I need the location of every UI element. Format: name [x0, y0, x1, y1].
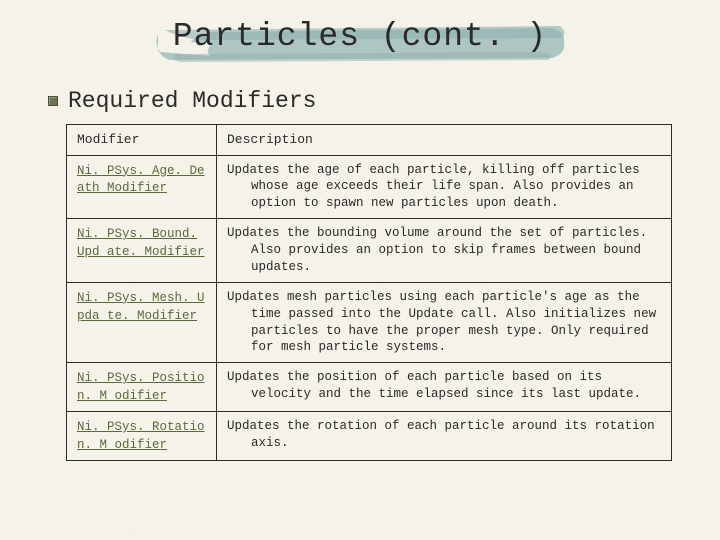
modifier-link[interactable]: Ni. PSys. Age. Death Modifier: [77, 164, 205, 196]
modifier-cell: Ni. PSys. Mesh. Upda te. Modifier: [67, 282, 217, 363]
table-header-row: Modifier Description: [67, 125, 672, 156]
description-cell: Updates the bounding volume around the s…: [217, 219, 672, 283]
modifier-link[interactable]: Ni. PSys. Bound. Upd ate. Modifier: [77, 227, 205, 259]
table-row: Ni. PSys. Rotation. M odifier Updates th…: [67, 412, 672, 461]
table-row: Ni. PSys. Bound. Upd ate. Modifier Updat…: [67, 219, 672, 283]
col-modifier: Modifier: [67, 125, 217, 156]
modifier-cell: Ni. PSys. Age. Death Modifier: [67, 155, 217, 219]
modifiers-table: Modifier Description Ni. PSys. Age. Deat…: [66, 124, 672, 461]
page-title: Particles (cont. ): [0, 18, 720, 55]
section-title: Required Modifiers: [68, 88, 316, 114]
description-cell: Updates the age of each particle, killin…: [217, 155, 672, 219]
title-banner: Particles (cont. ): [0, 0, 720, 80]
description-cell: Updates mesh particles using each partic…: [217, 282, 672, 363]
col-description: Description: [217, 125, 672, 156]
modifier-link[interactable]: Ni. PSys. Position. M odifier: [77, 371, 205, 403]
section-header: Required Modifiers: [48, 88, 672, 114]
content-area: Required Modifiers Modifier Description …: [0, 80, 720, 461]
bullet-icon: [48, 96, 58, 106]
modifier-cell: Ni. PSys. Bound. Upd ate. Modifier: [67, 219, 217, 283]
description-cell: Updates the rotation of each particle ar…: [217, 412, 672, 461]
table-row: Ni. PSys. Mesh. Upda te. Modifier Update…: [67, 282, 672, 363]
modifier-cell: Ni. PSys. Position. M odifier: [67, 363, 217, 412]
modifier-link[interactable]: Ni. PSys. Rotation. M odifier: [77, 420, 205, 452]
table-row: Ni. PSys. Position. M odifier Updates th…: [67, 363, 672, 412]
description-cell: Updates the position of each particle ba…: [217, 363, 672, 412]
table-row: Ni. PSys. Age. Death Modifier Updates th…: [67, 155, 672, 219]
modifier-link[interactable]: Ni. PSys. Mesh. Upda te. Modifier: [77, 291, 205, 323]
modifier-cell: Ni. PSys. Rotation. M odifier: [67, 412, 217, 461]
